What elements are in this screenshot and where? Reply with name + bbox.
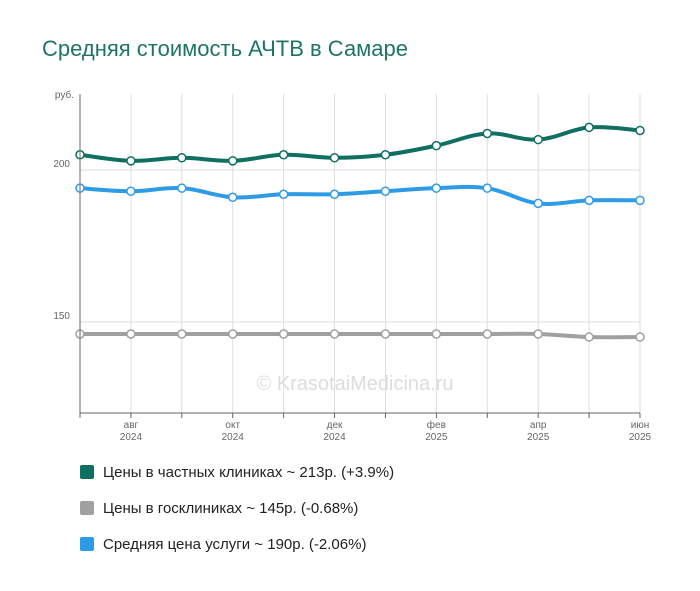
data-point-0 — [431, 140, 442, 151]
data-point-1 — [635, 332, 645, 342]
y-tick-label: 150 — [53, 311, 70, 322]
data-point-0 — [177, 153, 187, 163]
x-tick-label-year: 2025 — [629, 432, 652, 443]
y-tick-label: 200 — [53, 159, 70, 170]
x-tick-label-month: дек — [327, 420, 343, 431]
chart-title: Средняя стоимость АЧТВ в Самаре — [42, 36, 409, 61]
data-point-0 — [329, 153, 340, 163]
grid-layer — [80, 94, 641, 413]
data-point-1 — [329, 329, 340, 339]
data-point-0 — [380, 150, 391, 160]
series-line-1 — [78, 331, 642, 340]
data-point-0 — [227, 156, 238, 166]
data-point-1 — [482, 329, 493, 339]
legend-item-private[interactable]: Цены в частных клиниках ~ 213р. (+3.9%) — [80, 462, 394, 482]
data-point-2 — [584, 195, 594, 206]
data-point-1 — [126, 329, 136, 339]
x-tick-label-year: 2025 — [425, 432, 448, 443]
legend-swatch — [80, 465, 94, 479]
series-line-2 — [78, 184, 642, 206]
data-point-1 — [278, 329, 289, 339]
y-axis-unit-label: руб. — [55, 89, 74, 101]
watermark: © KrasotaiMedicina.ru — [256, 373, 453, 395]
series-layer — [75, 122, 645, 342]
data-point-0 — [126, 156, 136, 166]
x-tick-label-month: апр — [530, 420, 547, 431]
axis-layer: 150200руб.авг2024окт2024дек2024фев2025ап… — [53, 89, 651, 443]
data-point-2 — [278, 189, 289, 200]
x-tick-label-year: 2024 — [222, 432, 245, 443]
x-tick-label-month: окт — [225, 420, 240, 431]
data-point-2 — [177, 183, 187, 193]
data-point-2 — [635, 195, 645, 206]
x-tick-label-month: фев — [427, 419, 446, 431]
legend: Цены в частных клиниках ~ 213р. (+3.9%) … — [80, 462, 394, 570]
x-tick-label-year: 2025 — [527, 432, 550, 443]
data-point-1 — [431, 329, 442, 339]
data-point-2 — [126, 186, 136, 196]
data-point-1 — [380, 329, 391, 339]
x-tick-label-month: июн — [631, 420, 650, 431]
data-point-2 — [227, 192, 238, 203]
data-point-2 — [431, 183, 442, 193]
data-point-1 — [177, 329, 187, 339]
data-point-0 — [533, 134, 543, 145]
data-point-2 — [533, 198, 543, 209]
legend-label: Средняя цена услуги ~ 190р. (-2.06%) — [103, 535, 367, 553]
legend-swatch — [80, 501, 94, 515]
data-point-1 — [584, 332, 594, 342]
legend-label: Цены в частных клиниках ~ 213р. (+3.9%) — [103, 463, 395, 481]
data-point-2 — [482, 183, 493, 193]
x-tick-label-year: 2024 — [120, 432, 143, 443]
data-point-0 — [278, 150, 289, 160]
legend-item-average[interactable]: Средняя цена услуги ~ 190р. (-2.06%) — [80, 534, 394, 554]
data-point-0 — [482, 128, 493, 139]
legend-swatch — [80, 537, 94, 551]
data-point-2 — [380, 186, 391, 196]
data-point-1 — [533, 329, 543, 339]
data-point-2 — [329, 189, 340, 200]
legend-label: Цены в госклиниках ~ 145р. (-0.68%) — [103, 499, 359, 517]
data-point-1 — [227, 329, 238, 339]
data-point-0 — [635, 125, 645, 136]
x-tick-label-year: 2024 — [323, 432, 346, 443]
legend-item-public[interactable]: Цены в госклиниках ~ 145р. (-0.68%) — [80, 498, 394, 518]
x-tick-label-month: авг — [124, 420, 139, 431]
series-line-0 — [78, 125, 642, 163]
data-point-0 — [584, 122, 594, 133]
